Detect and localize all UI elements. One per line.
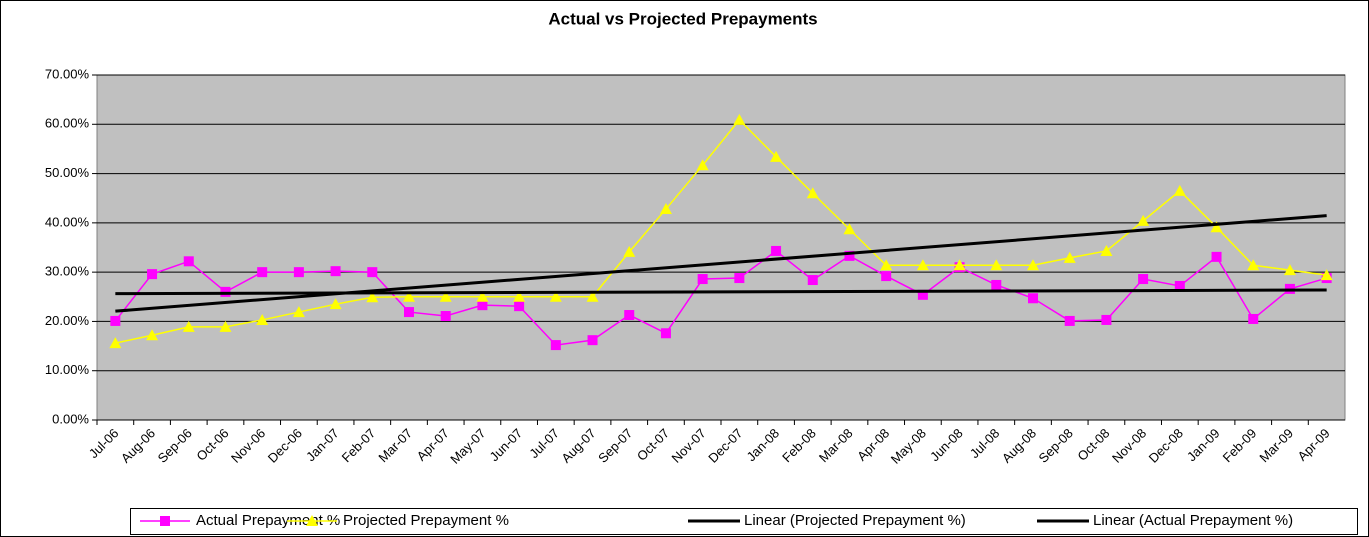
point [476,290,489,302]
point [1063,251,1076,263]
point [881,271,892,282]
point [1320,269,1333,281]
point [1028,293,1038,304]
point [806,187,819,199]
chart-title: Actual vs Projected Prepayments [548,9,817,28]
y-tick-label: 20.00% [45,313,90,328]
point [990,259,1003,271]
point [440,311,451,322]
series-line [114,250,1327,346]
point [880,259,893,271]
point [1174,280,1185,291]
point [330,266,341,277]
point [1173,184,1186,196]
point [770,150,783,162]
point [182,320,195,332]
point [366,291,379,303]
point [183,256,194,267]
point [513,290,526,302]
point [147,269,158,280]
legend-label: Actual Prepayment % [196,512,340,529]
point [916,259,929,271]
point [1027,259,1039,271]
point [771,245,782,256]
point [329,298,342,310]
point [659,203,672,215]
y-tick-label: 0.00% [52,411,89,426]
legend-label: Linear (Projected Prepayment %) [744,512,966,529]
point [256,313,269,325]
point [807,275,818,286]
y-tick-label: 70.00% [45,66,90,81]
point [917,289,928,300]
point [623,245,636,257]
legend-label: Projected Prepayment % [343,512,509,529]
point [146,329,159,341]
point [403,290,415,302]
point [514,301,525,312]
point [587,335,598,346]
point [293,267,304,278]
point [991,279,1002,290]
point [1283,264,1296,276]
y-tick-label: 10.00% [45,362,90,377]
point [1064,315,1075,326]
point [550,340,561,351]
y-tick-label: 50.00% [45,165,90,180]
point [257,267,268,278]
point [292,306,305,318]
plot-area [96,74,1346,421]
point [953,259,966,271]
point [734,273,745,284]
point [733,113,746,125]
point [696,159,709,171]
point [624,310,635,321]
point [477,300,488,311]
point [1101,314,1112,325]
legend-marker [306,515,318,526]
y-tick-label: 30.00% [45,264,90,279]
point [549,290,562,302]
trendline [115,214,1327,313]
point [219,320,232,332]
point [697,274,708,285]
point [439,290,452,302]
y-tick-label: 60.00% [45,116,90,131]
point [109,337,122,349]
point [367,267,378,278]
point [110,315,121,326]
point [1248,313,1259,324]
point [843,223,856,235]
point [1210,221,1223,233]
series-line [115,118,1327,344]
point [844,250,855,261]
trendline [115,288,1327,296]
point [404,307,414,318]
point [1137,214,1150,226]
legend-marker [160,516,170,526]
point [586,290,599,302]
y-tick-label: 40.00% [45,214,90,229]
point [1138,274,1149,285]
point [1211,251,1222,262]
point [660,328,671,339]
legend-label: Linear (Actual Prepayment %) [1093,512,1293,529]
point [1247,259,1260,271]
point [1100,244,1113,256]
